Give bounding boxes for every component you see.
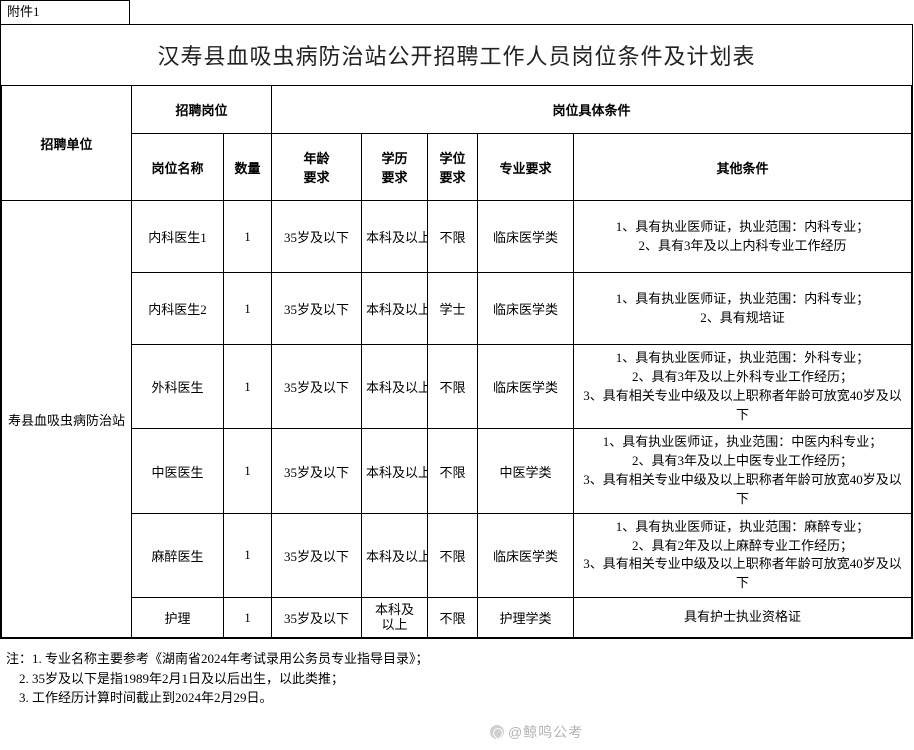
cell-position: 内科医生1 bbox=[132, 201, 224, 273]
table-row: 内科医生2 1 35岁及以下 本科及以上 学士 临床医学类 1、具有执业医师证，… bbox=[2, 273, 912, 345]
cell-count: 1 bbox=[224, 273, 272, 345]
header-unit: 招聘单位 bbox=[2, 86, 132, 201]
cell-position: 麻醉医生 bbox=[132, 513, 224, 597]
header-position-name: 岗位名称 bbox=[132, 134, 224, 201]
attachment-label: 附件1 bbox=[0, 0, 130, 24]
table-row: 外科医生 1 35岁及以下 本科及以上 不限 临床医学类 1、具有执业医师证，执… bbox=[2, 345, 912, 429]
header-count: 数量 bbox=[224, 134, 272, 201]
watermark-icon bbox=[490, 725, 504, 739]
cell-education: 本科及以上 bbox=[362, 429, 428, 513]
cell-position: 护理 bbox=[132, 598, 224, 638]
cell-major: 临床医学类 bbox=[478, 201, 574, 273]
cell-degree: 不限 bbox=[428, 429, 478, 513]
cell-other: 1、具有执业医师证，执业范围：外科专业； 2、具有3年及以上外科专业工作经历； … bbox=[574, 345, 912, 429]
notes-line: 2. 35岁及以下是指1989年2月1日及以后出生，以此类推； bbox=[19, 671, 344, 686]
cell-position: 外科医生 bbox=[132, 345, 224, 429]
cell-age: 35岁及以下 bbox=[272, 273, 362, 345]
cell-degree: 不限 bbox=[428, 345, 478, 429]
cell-count: 1 bbox=[224, 345, 272, 429]
cell-other: 1、具有执业医师证，执业范围：中医内科专业； 2、具有3年及以上中医专业工作经历… bbox=[574, 429, 912, 513]
cell-major: 护理学类 bbox=[478, 598, 574, 638]
cell-degree: 学士 bbox=[428, 273, 478, 345]
cell-age: 35岁及以下 bbox=[272, 598, 362, 638]
notes-section: 注：1. 专业名称主要参考《湖南省2024年考试录用公务员专业指导目录》； 2.… bbox=[0, 639, 914, 714]
watermark-text: @鲸鸣公考 bbox=[508, 724, 583, 740]
header-position-group: 招聘岗位 bbox=[132, 86, 272, 134]
cell-education: 本科及 以上 bbox=[362, 598, 428, 638]
header-degree: 学位 要求 bbox=[428, 134, 478, 201]
cell-education: 本科及以上 bbox=[362, 201, 428, 273]
recruitment-table: 招聘单位 招聘岗位 岗位具体条件 岗位名称 数量 年龄 要求 学历 要求 学位 … bbox=[1, 85, 912, 638]
cell-age: 35岁及以下 bbox=[272, 201, 362, 273]
watermark: @鲸鸣公考 bbox=[490, 722, 583, 742]
cell-education: 本科及以上 bbox=[362, 273, 428, 345]
cell-position: 中医医生 bbox=[132, 429, 224, 513]
table-row: 寿县血吸虫病防治站 内科医生1 1 35岁及以下 本科及以上 不限 临床医学类 … bbox=[2, 201, 912, 273]
cell-other: 1、具有执业医师证，执业范围：麻醉专业； 2、具有2年及以上麻醉专业工作经历； … bbox=[574, 513, 912, 597]
cell-count: 1 bbox=[224, 513, 272, 597]
header-other: 其他条件 bbox=[574, 134, 912, 201]
cell-degree: 不限 bbox=[428, 598, 478, 638]
cell-major: 临床医学类 bbox=[478, 273, 574, 345]
cell-major: 中医学类 bbox=[478, 429, 574, 513]
notes-prefix: 注： bbox=[6, 651, 32, 666]
cell-other: 1、具有执业医师证，执业范围：内科专业； 2、具有3年及以上内科专业工作经历 bbox=[574, 201, 912, 273]
cell-degree: 不限 bbox=[428, 513, 478, 597]
cell-other: 具有护士执业资格证 bbox=[574, 598, 912, 638]
cell-education: 本科及以上 bbox=[362, 513, 428, 597]
table-header-row: 招聘单位 招聘岗位 岗位具体条件 bbox=[2, 86, 912, 134]
table-subheader-row: 岗位名称 数量 年龄 要求 学历 要求 学位 要求 专业要求 其他条件 bbox=[2, 134, 912, 201]
cell-age: 35岁及以下 bbox=[272, 429, 362, 513]
cell-degree: 不限 bbox=[428, 201, 478, 273]
header-education: 学历 要求 bbox=[362, 134, 428, 201]
notes-line: 3. 工作经历计算时间截止到2024年2月29日。 bbox=[19, 690, 273, 705]
cell-major: 临床医学类 bbox=[478, 513, 574, 597]
cell-count: 1 bbox=[224, 201, 272, 273]
header-condition-group: 岗位具体条件 bbox=[272, 86, 912, 134]
cell-major: 临床医学类 bbox=[478, 345, 574, 429]
header-major: 专业要求 bbox=[478, 134, 574, 201]
cell-position: 内科医生2 bbox=[132, 273, 224, 345]
table-row: 护理 1 35岁及以下 本科及 以上 不限 护理学类 具有护士执业资格证 bbox=[2, 598, 912, 638]
cell-age: 35岁及以下 bbox=[272, 513, 362, 597]
table-row: 中医医生 1 35岁及以下 本科及以上 不限 中医学类 1、具有执业医师证，执业… bbox=[2, 429, 912, 513]
cell-education: 本科及以上 bbox=[362, 345, 428, 429]
document-title: 汉寿县血吸虫病防治站公开招聘工作人员岗位条件及计划表 bbox=[1, 25, 912, 85]
cell-unit: 寿县血吸虫病防治站 bbox=[2, 201, 132, 638]
cell-age: 35岁及以下 bbox=[272, 345, 362, 429]
cell-other: 1、具有执业医师证，执业范围：内科专业； 2、具有规培证 bbox=[574, 273, 912, 345]
table-row: 麻醉医生 1 35岁及以下 本科及以上 不限 临床医学类 1、具有执业医师证，执… bbox=[2, 513, 912, 597]
document-frame: 汉寿县血吸虫病防治站公开招聘工作人员岗位条件及计划表 招聘单位 招聘岗位 岗位具… bbox=[0, 24, 913, 639]
cell-count: 1 bbox=[224, 598, 272, 638]
cell-count: 1 bbox=[224, 429, 272, 513]
notes-line: 1. 专业名称主要参考《湖南省2024年考试录用公务员专业指导目录》； bbox=[32, 651, 429, 666]
header-age: 年龄 要求 bbox=[272, 134, 362, 201]
